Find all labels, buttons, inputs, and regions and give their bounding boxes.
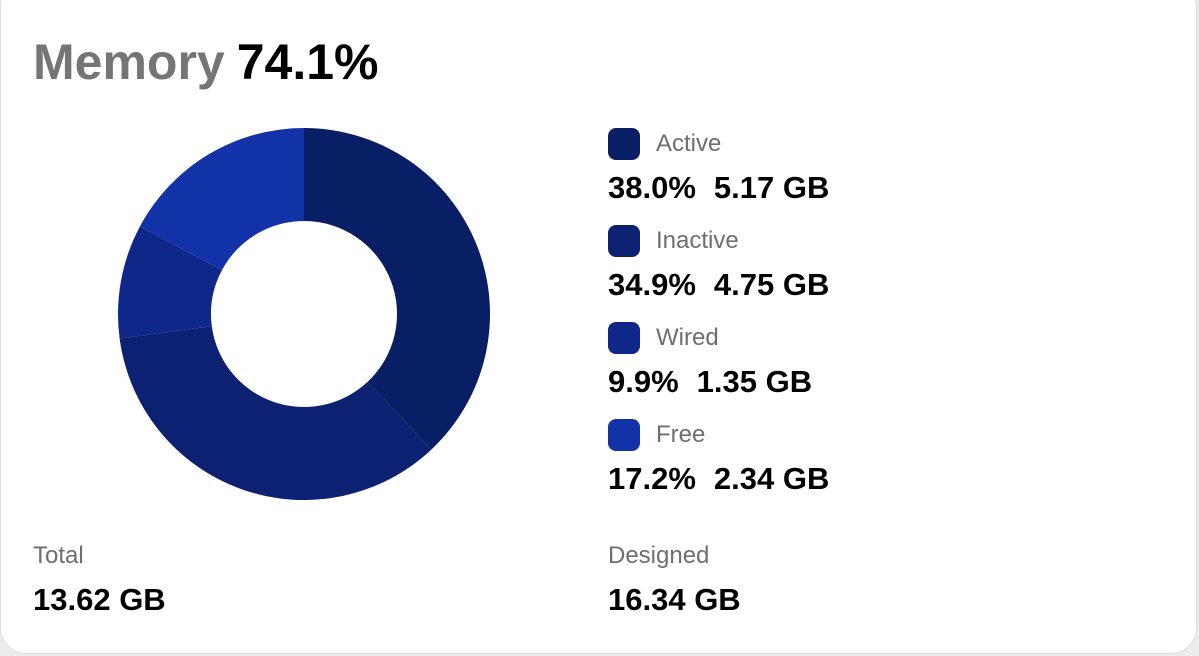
size: 2.34 GB bbox=[713, 461, 830, 496]
legend-label: Free bbox=[656, 421, 706, 448]
legend-values: 17.2% 2.34 GB bbox=[608, 461, 829, 497]
percent: 17.2% bbox=[608, 461, 696, 496]
legend-swatch bbox=[608, 225, 640, 257]
size: 5.17 GB bbox=[713, 170, 830, 205]
designed-label: Designed bbox=[608, 542, 710, 569]
legend-values: 9.9% 1.35 GB bbox=[608, 364, 812, 400]
donut-chart bbox=[117, 128, 490, 501]
donut-slice bbox=[304, 128, 490, 450]
usage: 74.1% bbox=[236, 34, 379, 90]
legend-label: Active bbox=[656, 130, 722, 157]
total-label: Total bbox=[33, 542, 84, 569]
legend-label: Wired bbox=[656, 324, 719, 351]
percent: 34.9% bbox=[608, 267, 696, 302]
percent: 9.9% bbox=[608, 364, 679, 399]
title: Memory 74.1% bbox=[33, 32, 379, 92]
legend-values: 38.0% 5.17 GB bbox=[608, 170, 829, 206]
size: 4.75 GB bbox=[713, 267, 830, 302]
legend-label: Inactive bbox=[656, 227, 739, 254]
legend-swatch bbox=[608, 322, 640, 354]
legend-values: 34.9% 4.75 GB bbox=[608, 267, 829, 303]
percent: 38.0% bbox=[608, 170, 696, 205]
designed-value: 16.34 GB bbox=[608, 582, 741, 617]
size: 1.35 GB bbox=[696, 364, 813, 399]
title-text: Memory bbox=[33, 34, 225, 90]
total-value: 13.62 GB bbox=[33, 582, 166, 617]
legend-swatch bbox=[608, 128, 640, 160]
legend-swatch bbox=[608, 419, 640, 451]
donut-slice bbox=[139, 128, 304, 271]
donut-slice bbox=[117, 226, 222, 339]
donut-slice bbox=[119, 326, 432, 501]
